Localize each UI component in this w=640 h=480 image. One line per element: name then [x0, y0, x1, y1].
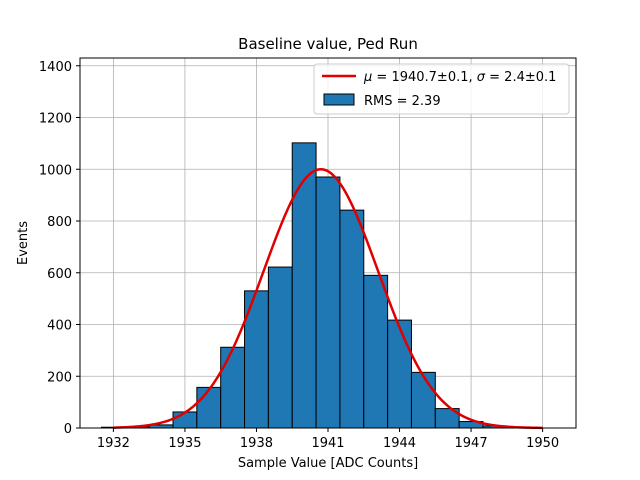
legend-histogram-label: RMS = 2.39	[364, 94, 441, 109]
histogram-bar	[410, 371, 436, 429]
y-tick-label: 800	[47, 215, 72, 230]
y-tick-label: 1200	[39, 112, 72, 127]
histogram-bar	[172, 411, 198, 429]
histogram-bar	[220, 346, 246, 429]
x-tick-label: 1944	[383, 436, 416, 451]
histogram-bar	[339, 209, 365, 429]
histogram-bar	[387, 319, 412, 429]
y-tick-label: 0	[64, 422, 72, 437]
gaussian-fit	[113, 168, 543, 430]
x-tick-label: 1950	[526, 436, 559, 451]
x-tick-label: 1941	[311, 436, 344, 451]
x-tick-label: 1947	[455, 436, 488, 451]
histogram-bar	[267, 266, 293, 429]
legend: μ = 1940.7±0.1, σ = 2.4±0.1 RMS = 2.39	[313, 63, 570, 115]
histogram-bar	[315, 176, 341, 429]
legend-frame	[313, 63, 570, 115]
y-tick-label: 600	[47, 267, 72, 282]
y-axis-label: Events	[16, 221, 31, 265]
legend-histogram-swatch	[323, 93, 355, 106]
x-tick-label: 1938	[240, 436, 273, 451]
histogram-bar	[196, 386, 222, 429]
histogram-bars	[100, 142, 508, 429]
fit-curve	[113, 168, 543, 430]
x-tick-label: 1935	[168, 436, 201, 451]
histogram-bar	[291, 142, 317, 429]
legend-fit-label: μ = 1940.7±0.1, σ = 2.4±0.1	[363, 70, 556, 85]
y-tick-label: 400	[47, 319, 72, 334]
chart-title: Baseline value, Ped Run	[238, 35, 418, 53]
y-tick-label: 1400	[39, 60, 72, 75]
x-tick-label: 1932	[97, 436, 130, 451]
x-axis-ticks: 1932 1935 1938 1941 1944 1947 1950	[97, 428, 559, 451]
histogram-bar	[363, 274, 389, 429]
y-tick-label: 200	[47, 370, 72, 385]
x-axis-label: Sample Value [ADC Counts]	[238, 456, 418, 471]
y-tick-label: 1000	[39, 163, 72, 178]
y-axis-ticks: 0 200 400 600 800 1000 1200 1400	[39, 60, 80, 437]
